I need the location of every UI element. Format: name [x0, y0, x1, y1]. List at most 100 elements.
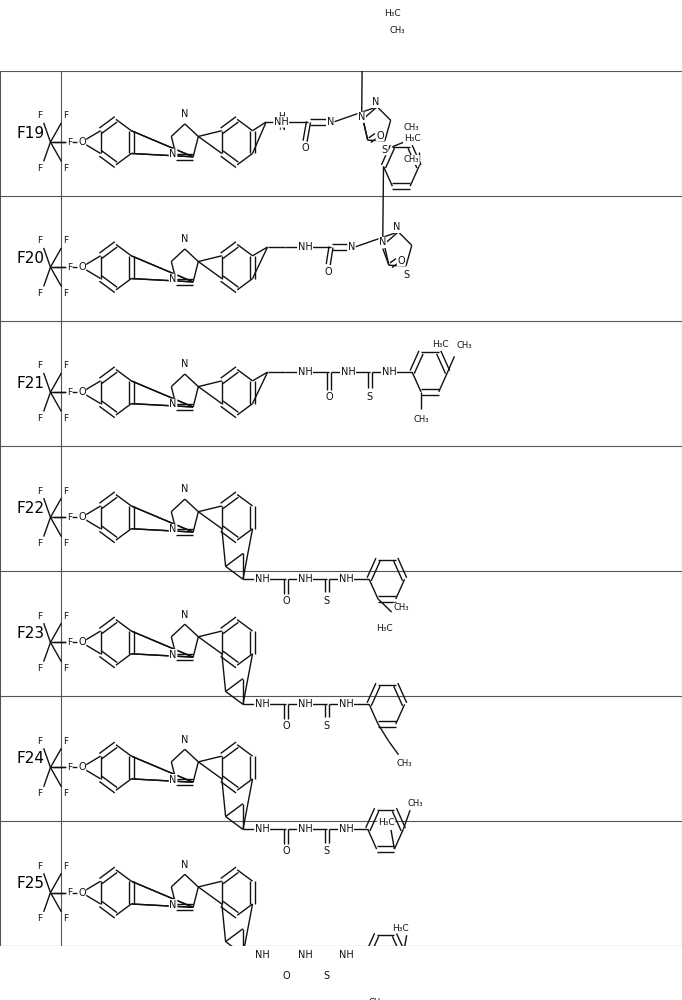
Text: F: F — [37, 539, 42, 548]
Text: CH₃: CH₃ — [389, 26, 405, 35]
Text: O: O — [325, 267, 332, 277]
Text: N: N — [181, 234, 188, 244]
Text: O: O — [376, 131, 384, 141]
Text: F: F — [63, 236, 68, 245]
Text: N: N — [169, 524, 177, 534]
Text: H
N: H N — [278, 112, 284, 132]
Text: CH₃: CH₃ — [457, 341, 473, 350]
Text: O: O — [78, 637, 86, 647]
Text: F: F — [37, 862, 42, 871]
Text: H₃C: H₃C — [384, 9, 401, 18]
Text: N: N — [327, 117, 334, 127]
Text: S: S — [324, 596, 330, 606]
Text: N: N — [169, 650, 177, 660]
Text: F: F — [63, 737, 68, 746]
Text: N: N — [169, 399, 177, 409]
Text: F: F — [63, 164, 68, 173]
Text: F21: F21 — [16, 376, 45, 391]
Text: F: F — [67, 138, 72, 147]
Text: H₃C: H₃C — [378, 818, 394, 827]
Text: S: S — [367, 392, 373, 402]
Text: NH: NH — [338, 699, 353, 709]
Text: N: N — [181, 484, 188, 494]
Text: O: O — [78, 762, 86, 772]
Text: N: N — [379, 237, 387, 247]
Text: F: F — [63, 111, 68, 120]
Text: N: N — [181, 610, 188, 620]
Text: H₃C: H₃C — [376, 624, 393, 633]
Text: F: F — [67, 513, 72, 522]
Text: CH₃: CH₃ — [369, 998, 385, 1000]
Text: N: N — [169, 274, 177, 284]
Text: F: F — [67, 263, 72, 272]
Text: N: N — [181, 109, 188, 119]
Text: O: O — [78, 262, 86, 272]
Text: F: F — [37, 289, 42, 298]
Text: O: O — [398, 256, 405, 266]
Text: O: O — [282, 721, 290, 731]
Text: F: F — [63, 914, 68, 923]
Text: F19: F19 — [16, 126, 45, 141]
Text: NH: NH — [338, 824, 353, 834]
Text: N: N — [348, 242, 355, 252]
Text: S: S — [382, 145, 388, 155]
Text: F20: F20 — [16, 251, 45, 266]
Text: F: F — [63, 664, 68, 673]
Text: N: N — [169, 149, 177, 159]
Text: CH₃: CH₃ — [413, 415, 429, 424]
Text: F: F — [37, 612, 42, 621]
Text: S: S — [403, 270, 409, 280]
Text: F: F — [67, 888, 72, 897]
Text: S: S — [324, 846, 330, 856]
Text: NH: NH — [297, 699, 312, 709]
Text: O: O — [78, 387, 86, 397]
Text: NH: NH — [274, 117, 288, 127]
Text: F: F — [37, 164, 42, 173]
Text: S: S — [324, 971, 330, 981]
Text: F24: F24 — [16, 751, 45, 766]
Text: NH: NH — [341, 367, 355, 377]
Text: O: O — [78, 137, 86, 147]
Text: F23: F23 — [16, 626, 45, 641]
Text: N: N — [358, 112, 366, 122]
Text: F: F — [63, 289, 68, 298]
Text: F: F — [63, 539, 68, 548]
Text: F: F — [67, 763, 72, 772]
Text: NH: NH — [338, 950, 353, 960]
Text: NH: NH — [254, 950, 269, 960]
Text: N: N — [181, 359, 188, 369]
Text: NH: NH — [298, 367, 312, 377]
Text: O: O — [282, 846, 290, 856]
Text: O: O — [282, 596, 290, 606]
Text: F: F — [37, 361, 42, 370]
Text: CH₃: CH₃ — [394, 603, 409, 612]
Text: NH: NH — [254, 699, 269, 709]
Text: NH: NH — [297, 950, 312, 960]
Text: N: N — [169, 900, 177, 910]
Text: F: F — [37, 487, 42, 496]
Text: NH: NH — [298, 242, 312, 252]
Text: NH: NH — [297, 824, 312, 834]
Text: F: F — [67, 638, 72, 647]
Text: F: F — [63, 361, 68, 370]
Text: S: S — [324, 721, 330, 731]
Text: NH: NH — [297, 574, 312, 584]
Text: N: N — [169, 775, 177, 785]
Text: F: F — [37, 737, 42, 746]
Text: NH: NH — [254, 824, 269, 834]
Text: F: F — [63, 612, 68, 621]
Text: NH: NH — [254, 574, 269, 584]
Text: H₃C: H₃C — [404, 134, 421, 143]
Text: CH₃: CH₃ — [404, 123, 419, 132]
Text: F: F — [37, 914, 42, 923]
Text: N: N — [181, 860, 188, 870]
Text: F: F — [67, 388, 72, 397]
Text: N: N — [394, 222, 400, 232]
Text: CH₃: CH₃ — [404, 155, 419, 164]
Text: O: O — [282, 971, 290, 981]
Text: CH₃: CH₃ — [396, 759, 412, 768]
Text: F: F — [37, 111, 42, 120]
Text: F: F — [37, 664, 42, 673]
Text: H₃C: H₃C — [392, 924, 409, 933]
Text: N: N — [372, 97, 379, 107]
